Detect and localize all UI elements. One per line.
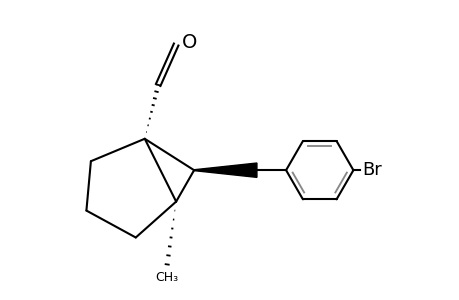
Polygon shape: [194, 163, 257, 177]
Text: CH₃: CH₃: [155, 271, 179, 284]
Text: O: O: [181, 33, 196, 52]
Text: Br: Br: [362, 161, 381, 179]
